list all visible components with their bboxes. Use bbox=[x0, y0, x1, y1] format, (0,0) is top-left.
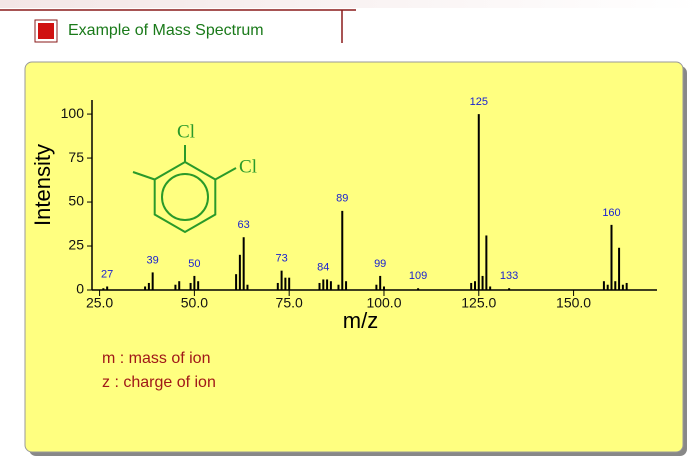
y-tick-label: 75 bbox=[68, 149, 84, 165]
peak-label: 160 bbox=[602, 207, 620, 219]
methyl-bond bbox=[132, 171, 156, 181]
header-icon-fill bbox=[38, 23, 54, 39]
y-tick-label: 0 bbox=[76, 281, 84, 297]
x-tick-label: 75.0 bbox=[276, 295, 303, 311]
note: z : charge of ion bbox=[102, 374, 216, 391]
peak-label: 50 bbox=[188, 258, 200, 270]
y-tick-label: 50 bbox=[68, 193, 84, 209]
peak-label: 133 bbox=[500, 270, 518, 282]
plot: 0 25 50 75 100 25.0 50.0 75.0 100.0 125.0 150.0 Int… bbox=[30, 96, 657, 333]
structure bbox=[132, 145, 237, 234]
peak-label: 27 bbox=[101, 268, 113, 280]
cl-bond bbox=[214, 167, 237, 181]
y-tick-label: 25 bbox=[68, 237, 84, 253]
y-axis-title: Intensity bbox=[30, 144, 55, 226]
peak-label: 84 bbox=[317, 261, 329, 273]
peak-label: 109 bbox=[409, 270, 427, 282]
x-axis-title: m/z bbox=[343, 308, 378, 333]
panel bbox=[24, 61, 684, 453]
peak-label: 99 bbox=[374, 258, 386, 270]
atom-label: Cl bbox=[239, 156, 257, 177]
peak-label: 39 bbox=[147, 254, 159, 266]
aromatic-circle bbox=[161, 173, 209, 221]
peak-label: 89 bbox=[336, 193, 348, 205]
x-tick-label: 150.0 bbox=[556, 295, 591, 311]
x-tick-label: 125.0 bbox=[461, 295, 496, 311]
note: m : mass of ion bbox=[102, 350, 210, 367]
x-tick-label: 100.0 bbox=[366, 295, 401, 311]
y-tick-label: 100 bbox=[61, 105, 85, 121]
x-tick-label: 25.0 bbox=[86, 295, 113, 311]
peak-label: 63 bbox=[238, 219, 250, 231]
header-band bbox=[0, 0, 700, 8]
peak-label: 73 bbox=[275, 253, 287, 265]
atom-label: Cl bbox=[177, 121, 195, 142]
x-tick-label: 50.0 bbox=[181, 295, 208, 311]
header-title: Example of Mass Spectrum bbox=[68, 22, 264, 39]
peak-label: 125 bbox=[470, 96, 488, 108]
